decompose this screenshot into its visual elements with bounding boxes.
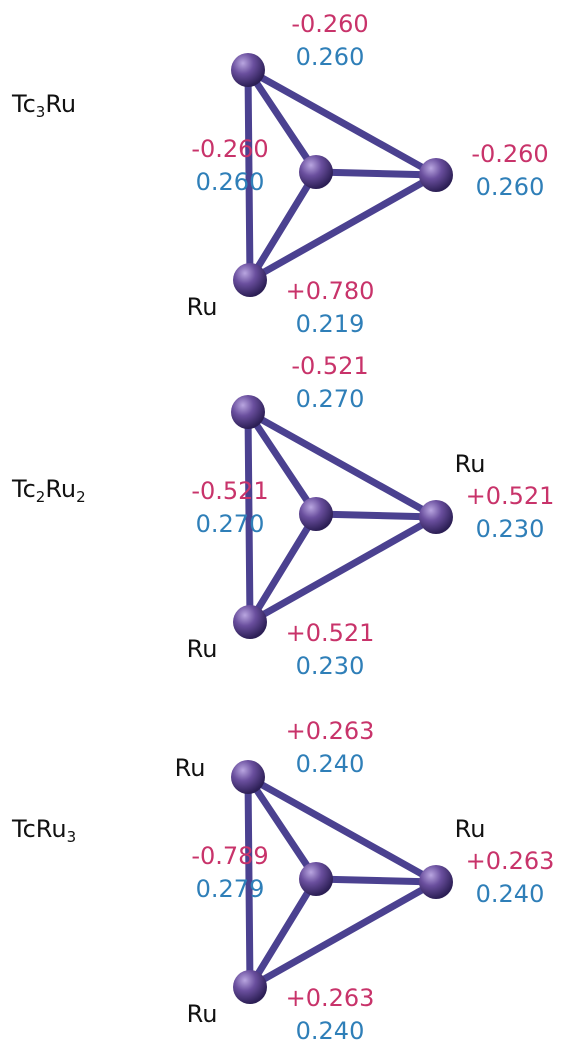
population: 0.219: [296, 310, 365, 338]
formula-part: 3: [67, 828, 77, 846]
charge: +0.780: [286, 277, 375, 305]
formula: TcRu3: [11, 815, 76, 846]
atom-label: Ru: [175, 754, 206, 782]
formula-part: Ru: [45, 475, 76, 503]
atom-label: Ru: [187, 293, 218, 321]
charge: -0.789: [191, 842, 268, 870]
charge: -0.260: [291, 10, 368, 38]
bond: [316, 879, 436, 882]
bond: [316, 172, 436, 175]
atom: [299, 155, 333, 189]
population: 0.230: [476, 515, 545, 543]
charge: -0.260: [471, 140, 548, 168]
bond: [316, 514, 436, 517]
atom-label: Ru: [455, 815, 486, 843]
atom: [231, 53, 265, 87]
atom: [231, 760, 265, 794]
diagram: Tc3Ru-0.2600.260-0.2600.260-0.2600.260+0…: [0, 0, 561, 1050]
population: 0.279: [196, 875, 265, 903]
atom-label: Ru: [187, 635, 218, 663]
population: 0.270: [296, 385, 365, 413]
formula: Tc2Ru2: [11, 475, 86, 506]
formula-part: Ru: [45, 90, 76, 118]
charge: +0.263: [286, 717, 375, 745]
atom-label: Ru: [187, 1000, 218, 1028]
formula-part: Tc: [11, 90, 36, 118]
bond: [248, 412, 436, 517]
charge: -0.260: [191, 135, 268, 163]
atom-label: Ru: [455, 450, 486, 478]
population: 0.240: [296, 750, 365, 778]
population: 0.260: [476, 173, 545, 201]
atom: [419, 500, 453, 534]
population: 0.230: [296, 652, 365, 680]
formula-part: 2: [76, 488, 86, 506]
bond: [248, 777, 436, 882]
atom: [299, 497, 333, 531]
atom: [233, 605, 267, 639]
formula-part: 3: [36, 103, 46, 121]
charge: +0.521: [466, 482, 555, 510]
charge: -0.521: [191, 477, 268, 505]
formula-part: Tc: [11, 475, 36, 503]
atom: [233, 970, 267, 1004]
atom: [419, 865, 453, 899]
formula-part: TcRu: [11, 815, 67, 843]
population: 0.270: [196, 510, 265, 538]
formula: Tc3Ru: [11, 90, 76, 121]
atom: [299, 862, 333, 896]
bond: [250, 517, 436, 622]
atom: [231, 395, 265, 429]
charge: -0.521: [291, 352, 368, 380]
population: 0.260: [196, 168, 265, 196]
population: 0.240: [296, 1017, 365, 1045]
bond: [250, 175, 436, 280]
atom: [419, 158, 453, 192]
bond: [250, 882, 436, 987]
atom: [233, 263, 267, 297]
charge: +0.263: [286, 984, 375, 1012]
formula-part: 2: [36, 488, 46, 506]
charge: +0.521: [286, 619, 375, 647]
bond: [248, 70, 436, 175]
population: 0.260: [296, 43, 365, 71]
population: 0.240: [476, 880, 545, 908]
charge: +0.263: [466, 847, 555, 875]
